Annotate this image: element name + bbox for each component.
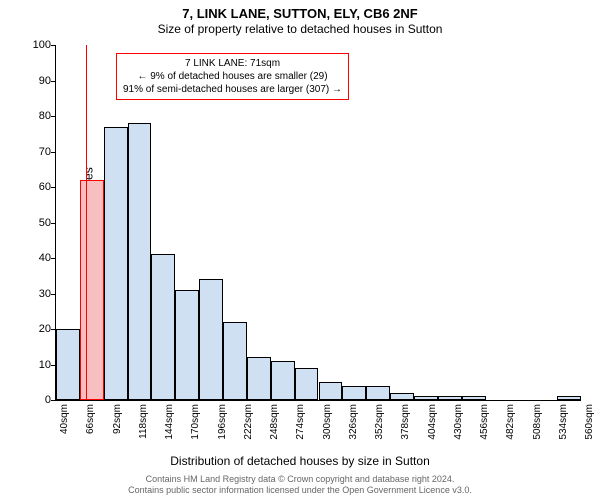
bar [56,329,80,400]
bar [438,396,462,400]
x-tick-label: 456sqm [479,404,490,440]
x-tick-label: 482sqm [505,404,516,440]
footer-line-2: Contains public sector information licen… [0,485,600,496]
x-tick-label: 352sqm [374,404,385,440]
x-tick-label: 534sqm [558,404,569,440]
x-tick-label: 92sqm [112,404,123,434]
y-tick-mark [51,45,56,46]
x-tick-label: 248sqm [269,404,280,440]
bar [366,386,390,400]
x-tick-label: 560sqm [584,404,595,440]
chart-container: 7, LINK LANE, SUTTON, ELY, CB6 2NF Size … [0,0,600,500]
bar [151,254,175,400]
bar [128,123,152,400]
x-tick-label: 430sqm [453,404,464,440]
highlight-bar [80,180,104,400]
bar [557,396,581,400]
y-tick-mark [51,223,56,224]
bar [342,386,366,400]
x-tick-label: 274sqm [295,404,306,440]
bar [414,396,438,400]
footer-line-1: Contains HM Land Registry data © Crown c… [0,474,600,485]
x-tick-label: 326sqm [348,404,359,440]
x-tick-label: 66sqm [85,404,96,434]
bar [271,361,295,400]
footer: Contains HM Land Registry data © Crown c… [0,474,600,496]
chart-title: 7, LINK LANE, SUTTON, ELY, CB6 2NF [0,0,600,21]
x-tick-label: 404sqm [427,404,438,440]
bar [104,127,128,400]
annotation-line-2: ← 9% of detached houses are smaller (29) [123,70,342,83]
highlight-line [86,45,87,400]
x-tick-label: 144sqm [164,404,175,440]
chart-subtitle: Size of property relative to detached ho… [0,22,600,36]
bar [390,393,414,400]
y-tick-mark [51,187,56,188]
x-tick-label: 508sqm [532,404,543,440]
x-tick-label: 222sqm [243,404,254,440]
y-tick-mark [51,400,56,401]
x-tick-label: 300sqm [322,404,333,440]
bar [295,368,319,400]
y-tick-mark [51,152,56,153]
bar [462,396,486,400]
x-tick-label: 196sqm [217,404,228,440]
x-tick-label: 118sqm [138,404,149,439]
y-tick-mark [51,258,56,259]
x-tick-label: 40sqm [59,404,70,434]
chart-area: 7 LINK LANE: 71sqm ← 9% of detached hous… [55,45,581,401]
annotation-box: 7 LINK LANE: 71sqm ← 9% of detached hous… [116,53,349,100]
bar [247,357,271,400]
bar [223,322,247,400]
y-tick-mark [51,294,56,295]
annotation-line-3: 91% of semi-detached houses are larger (… [123,83,342,96]
bar [175,290,199,400]
bar [319,382,343,400]
x-tick-label: 378sqm [400,404,411,440]
x-tick-label: 170sqm [190,404,201,440]
annotation-line-1: 7 LINK LANE: 71sqm [123,57,342,70]
x-axis-label: Distribution of detached houses by size … [0,454,600,468]
bar [199,279,223,400]
y-tick-mark [51,81,56,82]
y-tick-mark [51,116,56,117]
